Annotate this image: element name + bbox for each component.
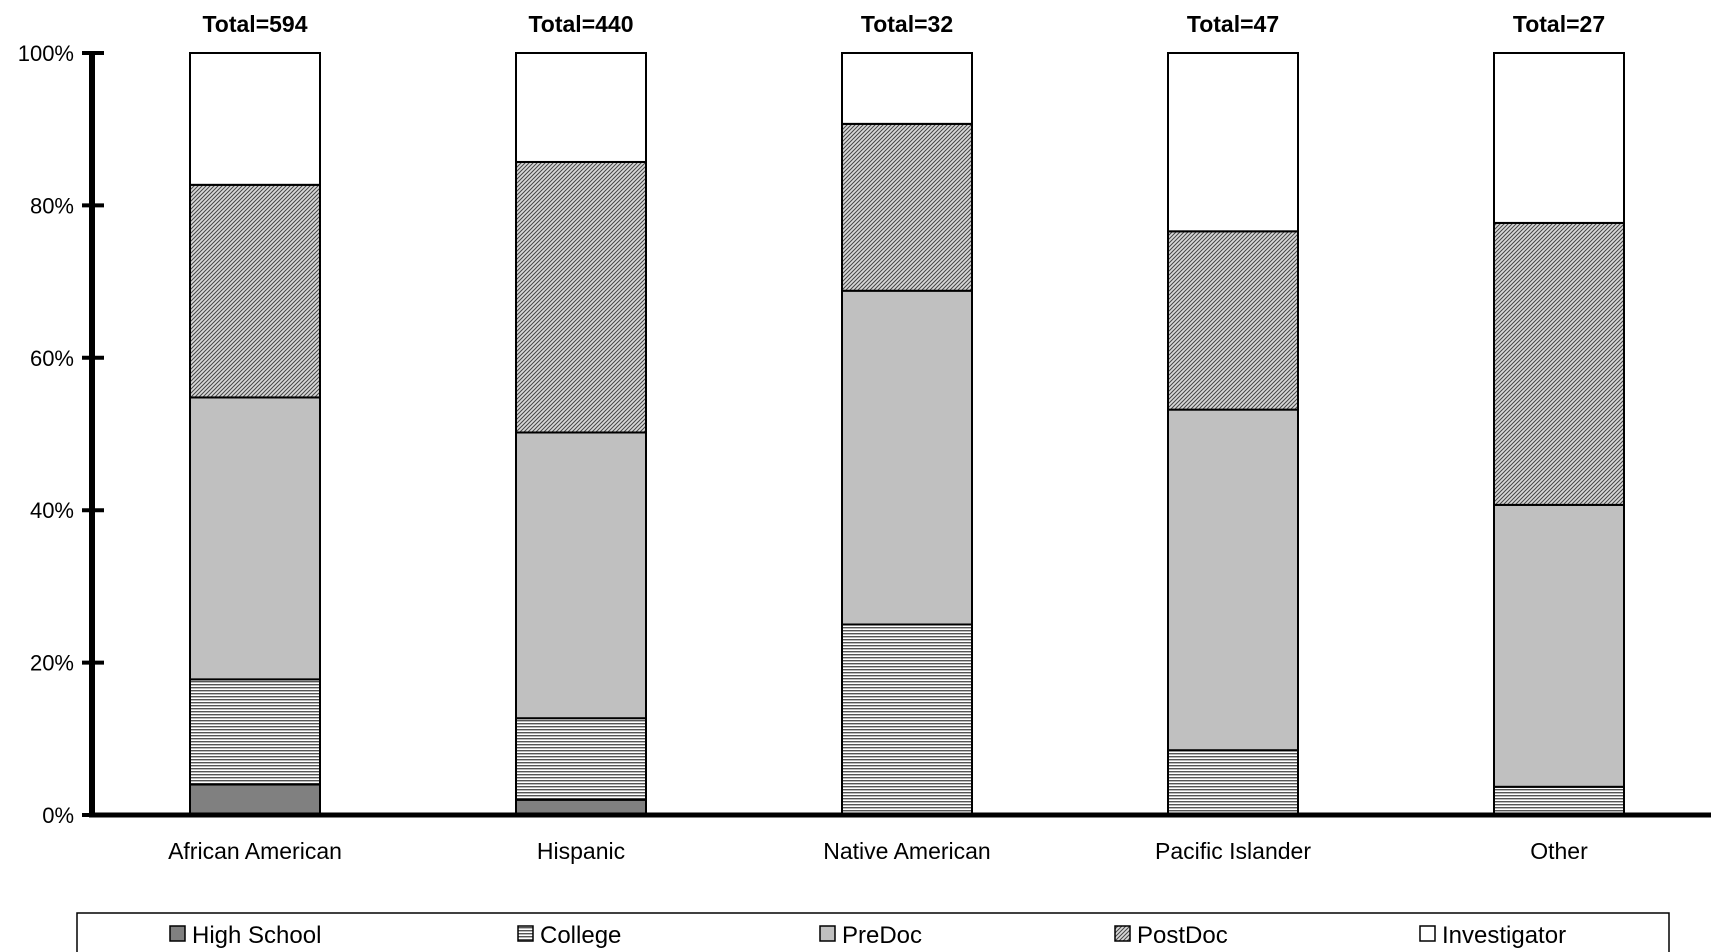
bar-segment-predoc: [189, 396, 321, 681]
bar-segment-postdoc: [1167, 230, 1299, 411]
total-label: Total=32: [861, 11, 953, 37]
bar-segment-postdoc: [515, 160, 647, 434]
x-tick-label: Other: [1530, 838, 1588, 864]
legend-swatch-college: [517, 925, 534, 942]
legend-label: High School: [192, 922, 321, 949]
y-tick-label: 0%: [42, 803, 74, 828]
legend-swatch-postdoc: [1114, 925, 1131, 942]
bar-segment-postdoc: [189, 183, 321, 399]
bar-segment-predoc: [1167, 408, 1299, 752]
y-tick-label: 20%: [30, 651, 74, 676]
bar-segment-high-school: [189, 783, 321, 817]
legend-box: [76, 912, 1670, 952]
y-tick-label: 60%: [30, 346, 74, 371]
bar-segment-college: [515, 717, 647, 801]
y-tick-label: 100%: [18, 41, 74, 66]
bar-segment-investigator: [515, 52, 647, 163]
x-tick-label: Pacific Islander: [1155, 838, 1311, 864]
legend-swatch-high-school: [169, 925, 186, 942]
bar-segment-investigator: [189, 52, 321, 186]
legend: High School College PreDoc PostDoc Investiga…: [76, 912, 1670, 952]
x-tick-label: Native American: [823, 838, 990, 864]
bar-segment-college: [841, 623, 973, 816]
bar-segment-investigator: [841, 52, 973, 125]
bar-segment-predoc: [515, 431, 647, 720]
bar-segment-postdoc: [1493, 221, 1625, 506]
bar-segment-college: [189, 678, 321, 786]
bar-segment-postdoc: [841, 122, 973, 292]
legend-label: PostDoc: [1137, 922, 1228, 949]
legend-swatch-investigator: [1419, 925, 1436, 942]
legend-swatch-predoc: [819, 925, 836, 942]
bar-segment-predoc: [1493, 503, 1625, 788]
bar-segment-investigator: [1167, 52, 1299, 233]
bar-segment-college: [1167, 749, 1299, 816]
x-tick-label: Hispanic: [537, 838, 625, 864]
total-label: Total=440: [528, 11, 633, 37]
y-tick-label: 80%: [30, 193, 74, 218]
total-label: Total=47: [1187, 11, 1279, 37]
y-tick-label: 40%: [30, 498, 74, 523]
legend-label: College: [540, 922, 621, 949]
total-label: Total=27: [1513, 11, 1605, 37]
total-label: Total=594: [202, 11, 307, 37]
bars-group: [189, 52, 1625, 817]
bar-segment-college: [1493, 785, 1625, 817]
totals-group: Total=594 Total=440 Total=32 Total=47 Total=…: [202, 11, 1605, 37]
legend-label: Investigator: [1442, 922, 1566, 949]
axes-group: African American Hispanic Native American P…: [18, 41, 1711, 864]
bar-segment-investigator: [1493, 52, 1625, 224]
bar-segment-predoc: [841, 289, 973, 626]
x-tick-label: African American: [168, 838, 342, 864]
legend-label: PreDoc: [842, 922, 922, 949]
